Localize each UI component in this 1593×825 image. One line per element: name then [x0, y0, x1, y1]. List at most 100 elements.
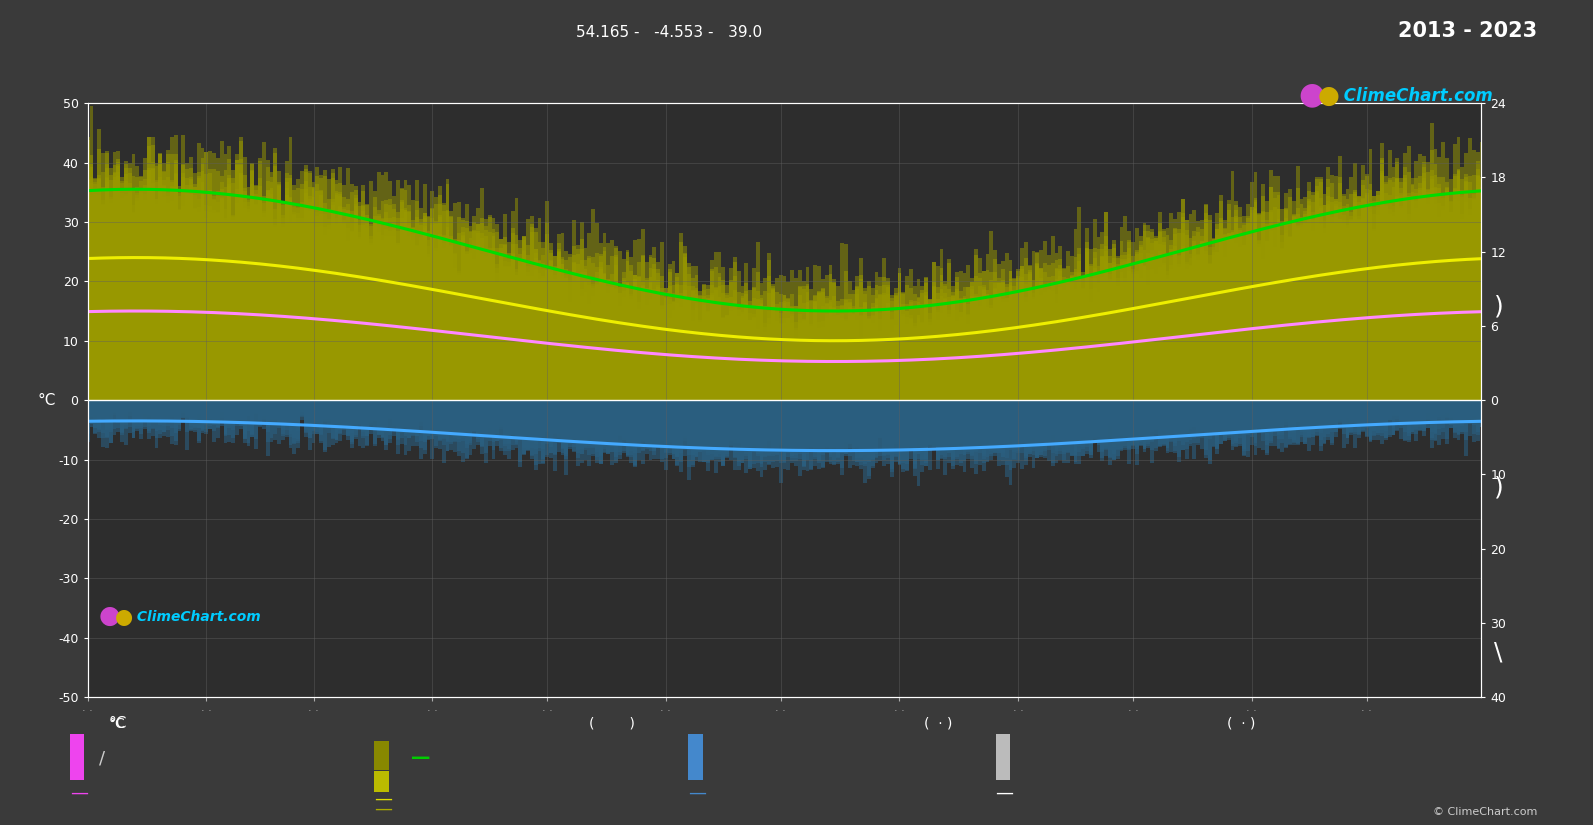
Bar	[932, 320, 935, 400]
Bar	[989, 231, 994, 400]
Bar	[994, 400, 997, 453]
Bar	[419, 400, 422, 460]
Bar	[487, 400, 492, 425]
Bar	[430, 239, 435, 400]
Bar	[814, 400, 817, 448]
Bar	[108, 400, 113, 430]
Bar	[323, 400, 327, 417]
Bar	[1426, 400, 1431, 401]
Bar	[1357, 400, 1360, 432]
Bar	[645, 400, 648, 454]
Bar	[825, 400, 828, 462]
Bar	[335, 400, 338, 421]
Bar	[618, 321, 621, 400]
Bar	[1196, 400, 1200, 423]
Bar	[683, 253, 687, 400]
Bar	[166, 400, 170, 414]
Bar	[217, 400, 220, 427]
Bar	[89, 195, 94, 400]
Bar	[1418, 177, 1423, 400]
Bar	[749, 400, 752, 450]
Bar	[400, 400, 403, 424]
Bar	[1193, 400, 1196, 426]
Bar	[847, 400, 852, 439]
Bar	[714, 346, 717, 400]
Bar	[1085, 400, 1090, 431]
Bar	[890, 295, 894, 400]
Bar	[441, 262, 446, 400]
Bar	[556, 251, 561, 400]
Bar	[1153, 400, 1158, 419]
Bar	[503, 400, 507, 445]
Bar	[572, 400, 575, 438]
Bar	[1262, 212, 1265, 400]
Bar	[932, 287, 935, 400]
Bar	[986, 400, 989, 462]
Bar	[1150, 229, 1153, 400]
Bar	[346, 255, 350, 400]
Bar	[108, 175, 113, 400]
Bar	[656, 285, 660, 400]
Bar	[921, 400, 924, 453]
Bar	[1330, 262, 1333, 400]
Bar	[212, 400, 217, 412]
Bar	[1020, 400, 1024, 438]
Bar	[530, 306, 534, 400]
Bar	[1295, 214, 1300, 400]
Bar	[648, 400, 653, 444]
Bar	[733, 312, 736, 400]
Bar	[962, 272, 967, 400]
Bar	[913, 294, 916, 400]
Bar	[790, 307, 795, 400]
Bar	[523, 236, 526, 400]
Bar	[706, 320, 710, 400]
Bar	[285, 400, 288, 426]
Bar	[790, 400, 795, 456]
Bar	[511, 400, 515, 450]
Bar	[779, 400, 782, 415]
Bar	[1082, 400, 1085, 432]
Bar	[312, 187, 315, 400]
Bar	[419, 400, 422, 427]
Bar	[1270, 400, 1273, 428]
Bar	[553, 400, 556, 441]
Bar	[170, 400, 174, 421]
Bar	[798, 323, 801, 400]
Bar	[695, 290, 698, 400]
Bar	[664, 400, 667, 453]
Bar	[1346, 400, 1349, 411]
Bar	[978, 310, 981, 400]
Bar	[1360, 223, 1365, 400]
Bar	[449, 400, 454, 436]
Bar	[1251, 400, 1254, 421]
Bar	[878, 400, 883, 426]
Bar	[1284, 400, 1289, 419]
Bar	[381, 400, 384, 438]
Bar	[331, 400, 335, 445]
Text: ●: ●	[99, 604, 121, 628]
Bar	[755, 400, 760, 454]
Bar	[1142, 267, 1147, 400]
Bar	[656, 400, 660, 446]
Bar	[768, 318, 771, 400]
Bar	[1388, 196, 1392, 400]
Bar	[1115, 270, 1120, 400]
Bar	[1223, 400, 1227, 439]
Bar	[981, 400, 986, 459]
Bar	[653, 400, 656, 441]
Bar	[954, 291, 959, 400]
Bar	[185, 169, 190, 400]
Bar	[820, 400, 825, 449]
Bar	[782, 400, 787, 469]
Bar	[749, 400, 752, 451]
Bar	[653, 400, 656, 443]
Bar	[1442, 224, 1445, 400]
Bar	[809, 326, 814, 400]
Bar	[1077, 400, 1082, 436]
Bar	[1027, 291, 1032, 400]
Bar	[1357, 216, 1360, 400]
Bar	[1411, 201, 1415, 400]
Bar	[1212, 400, 1215, 446]
Bar	[591, 400, 596, 448]
Bar	[479, 218, 484, 400]
